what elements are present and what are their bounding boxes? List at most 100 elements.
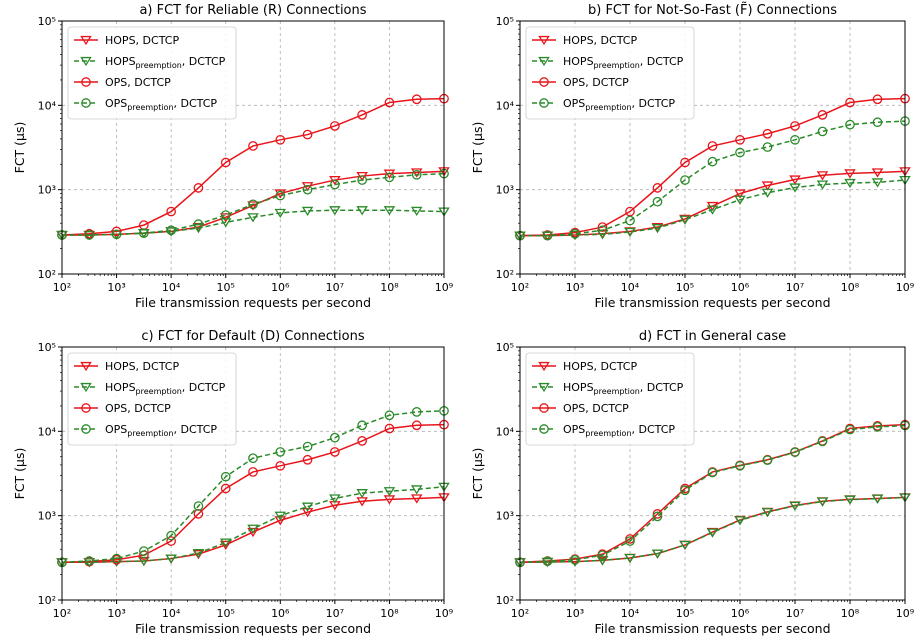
data-point bbox=[570, 554, 580, 565]
chart-title: a) FCT for Reliable (R) Connections bbox=[139, 3, 366, 18]
data-point bbox=[248, 467, 258, 477]
x-tick-label: 10⁹ bbox=[435, 607, 453, 620]
legend-label: OPS, DCTCP bbox=[563, 76, 629, 89]
y-tick-label: 10⁴ bbox=[38, 425, 57, 438]
x-tick-label: 10² bbox=[53, 281, 71, 294]
data-point bbox=[302, 129, 313, 140]
data-point bbox=[679, 540, 691, 551]
y-axis-label: FCT (μs) bbox=[470, 448, 485, 500]
data-point bbox=[192, 548, 205, 559]
x-tick-label: 10⁸ bbox=[841, 281, 860, 294]
data-point bbox=[845, 119, 855, 130]
legend-item: HOPS, DCTCP bbox=[74, 34, 179, 47]
y-tick-label: 10³ bbox=[38, 184, 56, 197]
data-point bbox=[597, 550, 608, 561]
plot-frame bbox=[519, 20, 906, 275]
x-tick-label: 10⁷ bbox=[326, 607, 344, 620]
data-point bbox=[384, 172, 395, 183]
data-point bbox=[193, 183, 204, 193]
x-tick-label: 10³ bbox=[566, 281, 584, 294]
series-line bbox=[519, 496, 906, 564]
data-point bbox=[329, 494, 341, 504]
series-line bbox=[519, 496, 906, 564]
y-tick-label: 10³ bbox=[38, 510, 56, 523]
data-point bbox=[111, 226, 122, 237]
data-point bbox=[707, 467, 718, 478]
legend-marker bbox=[81, 403, 91, 413]
x-axis-label: File transmission requests per second bbox=[594, 295, 830, 310]
legend: HOPS, DCTCP HOPSpreemption, DCTCP OPS, DCT… bbox=[525, 352, 695, 446]
series-line bbox=[62, 209, 445, 236]
data-point bbox=[330, 179, 340, 190]
y-tick-label: 10² bbox=[38, 594, 56, 607]
data-point bbox=[302, 441, 313, 452]
legend-item: HOPS, DCTCP bbox=[74, 360, 179, 373]
data-point bbox=[166, 536, 176, 546]
data-point bbox=[542, 556, 553, 567]
data-point bbox=[219, 538, 232, 548]
data-point bbox=[275, 447, 286, 457]
x-tick-label: 10⁵ bbox=[217, 281, 235, 294]
data-point bbox=[625, 536, 635, 546]
data-point bbox=[83, 558, 96, 568]
legend-marker bbox=[538, 382, 550, 393]
y-tick-label: 10² bbox=[496, 268, 514, 281]
data-point bbox=[139, 228, 149, 239]
x-tick-label: 10³ bbox=[566, 607, 584, 620]
legend-label: HOPSpreemption, DCTCP bbox=[563, 55, 684, 70]
series-line bbox=[62, 486, 445, 564]
data-point bbox=[569, 230, 581, 241]
legend-label: OPSpreemption, DCTCP bbox=[563, 97, 675, 112]
series-1 bbox=[56, 167, 450, 241]
x-tick-label: 10⁷ bbox=[786, 281, 804, 294]
x-axis-label: File transmission requests per second bbox=[135, 295, 371, 310]
data-point bbox=[219, 540, 232, 551]
legend-label: OPS, DCTCP bbox=[105, 402, 171, 415]
data-point bbox=[569, 557, 581, 567]
legend-item: HOPS, DCTCP bbox=[532, 360, 637, 373]
chart-panel-1: 10² 10³ 10⁴ 10⁵ 10⁶ 10⁷ 10⁸ 10⁹ 10² 10³ 10⁴ 10⁵ a) F… bbox=[12, 3, 453, 310]
data-point bbox=[680, 157, 690, 168]
data-point bbox=[247, 213, 259, 223]
data-point bbox=[570, 228, 580, 239]
data-point bbox=[597, 222, 608, 232]
data-point bbox=[139, 546, 149, 556]
data-point bbox=[652, 183, 663, 193]
legend-item: OPS, DCTCP bbox=[532, 76, 629, 89]
data-point bbox=[357, 420, 367, 431]
legend-marker bbox=[81, 424, 91, 434]
y-tick-label: 10⁵ bbox=[38, 15, 56, 28]
legend-marker bbox=[538, 361, 550, 372]
data-point bbox=[384, 423, 395, 434]
y-tick-label: 10⁵ bbox=[496, 15, 514, 28]
legend-item: OPS, DCTCP bbox=[74, 402, 171, 415]
data-point bbox=[166, 530, 176, 541]
data-point bbox=[302, 184, 313, 195]
legend-marker bbox=[539, 77, 549, 87]
x-tick-label: 10⁹ bbox=[896, 281, 914, 294]
chart-title: b) FCT for Not-So-Fast (F̃) Connections bbox=[588, 3, 837, 18]
data-point bbox=[761, 181, 774, 191]
legend-item: HOPSpreemption, DCTCP bbox=[74, 55, 226, 70]
x-tick-label: 10⁸ bbox=[841, 607, 860, 620]
data-point bbox=[762, 455, 773, 466]
data-point bbox=[872, 422, 883, 432]
data-point bbox=[679, 215, 691, 225]
data-point bbox=[789, 183, 801, 193]
data-point bbox=[193, 501, 204, 511]
data-point bbox=[680, 485, 690, 496]
x-axis-label: File transmission requests per second bbox=[594, 621, 830, 636]
y-tick-label: 10⁴ bbox=[496, 99, 515, 112]
data-point bbox=[816, 497, 829, 507]
data-point bbox=[871, 168, 884, 178]
data-point bbox=[410, 494, 423, 504]
data-point bbox=[357, 175, 367, 185]
x-tick-label: 10⁹ bbox=[435, 281, 453, 294]
legend-label: OPS, DCTCP bbox=[563, 402, 629, 415]
data-point bbox=[330, 121, 340, 131]
data-point bbox=[411, 94, 422, 105]
data-point bbox=[872, 94, 883, 105]
data-point bbox=[735, 460, 745, 471]
data-point bbox=[165, 554, 177, 564]
x-tick-label: 10⁸ bbox=[380, 607, 399, 620]
